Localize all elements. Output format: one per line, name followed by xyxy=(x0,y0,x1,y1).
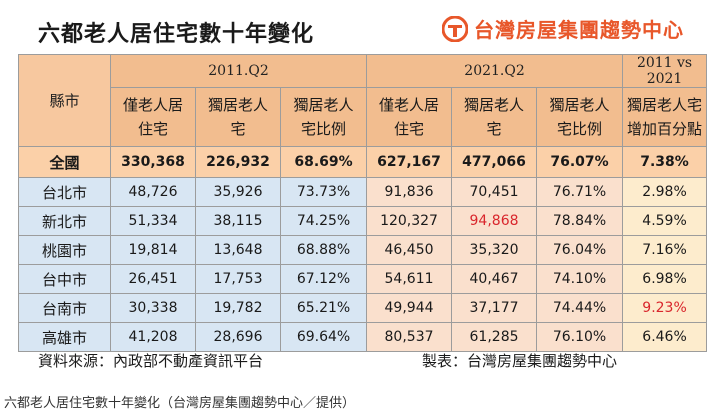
col-alone-2011: 獨居老人宅 xyxy=(195,87,281,147)
image-caption: 六都老人居住宅數十年變化（台灣房屋集團趨勢中心／提供） xyxy=(4,396,356,411)
cell: 54,611 xyxy=(366,264,453,294)
table-row: 桃園市 19,814 13,648 68.88% 46,450 35,320 7… xyxy=(18,235,708,265)
cell: 120,327 xyxy=(366,206,453,236)
page-title: 六都老人居住宅數十年變化 xyxy=(38,22,315,47)
cell: 51,334 xyxy=(110,206,196,236)
cell: 76.10% xyxy=(536,322,624,352)
cell: 67.12% xyxy=(279,264,368,294)
source-note: 資料來源：內政部不動產資訊平台 xyxy=(38,352,264,370)
infographic-card: 六都老人居住宅數十年變化 台灣房屋集團趨勢中心 縣市 2011.Q2 2021.… xyxy=(18,14,708,370)
group-2011-header: 2011.Q2 xyxy=(109,54,368,88)
cell: 17,753 xyxy=(195,264,281,294)
group-2021-header: 2021.Q2 xyxy=(366,54,624,88)
cell: 330,368 xyxy=(110,146,196,178)
cell: 40,467 xyxy=(451,264,538,294)
cell: 7.16% xyxy=(622,235,708,265)
cell: 69.64% xyxy=(279,322,368,352)
cell: 61,285 xyxy=(451,322,538,352)
col-elder-only-2021: 僅老人居 住宅 xyxy=(366,87,453,147)
cell: 38,115 xyxy=(195,206,281,236)
data-table: 縣市 2011.Q2 2021.Q2 2011 vs 2021 僅老人居 住宅 獨… xyxy=(18,54,708,352)
cell: 74.25% xyxy=(279,206,368,236)
cell: 6.46% xyxy=(622,322,708,352)
col-ratio-2011: 獨居老人 宅比例 xyxy=(279,87,368,147)
col-elder-only-2011: 僅老人居 住宅 xyxy=(110,87,196,147)
cell: 37,177 xyxy=(451,293,538,323)
group-compare-header: 2011 vs 2021 xyxy=(622,54,708,88)
col-alone-2021: 獨居老人宅 xyxy=(451,87,538,147)
cell: 477,066 xyxy=(451,146,538,178)
cell: 76.04% xyxy=(536,235,624,265)
cell: 78.84% xyxy=(536,206,624,236)
county-cell: 台北市 xyxy=(18,177,111,207)
maker-note: 製表：台灣房屋集團趨勢中心 xyxy=(422,352,618,370)
cell: 7.38% xyxy=(622,146,708,178)
county-cell: 台南市 xyxy=(18,293,111,323)
cell: 68.88% xyxy=(279,235,368,265)
brand-name: 台灣房屋集團趨勢中心 xyxy=(474,18,684,42)
cell: 28,696 xyxy=(195,322,281,352)
table-row: 高雄市 41,208 28,696 69.64% 80,537 61,285 7… xyxy=(18,322,708,352)
table-row: 台南市 30,338 19,782 65.21% 49,944 37,177 7… xyxy=(18,293,708,323)
cell: 80,537 xyxy=(366,322,453,352)
brand: 台灣房屋集團趨勢中心 xyxy=(442,14,684,43)
cell: 13,648 xyxy=(195,235,281,265)
cell: 4.59% xyxy=(622,206,708,236)
col-compare: 獨居老人宅 增加百分點 xyxy=(622,87,708,147)
cell: 226,932 xyxy=(195,146,281,178)
cell: 65.21% xyxy=(279,293,368,323)
cell: 76.71% xyxy=(536,177,624,207)
table-row: 台中市 26,451 17,753 67.12% 54,611 40,467 7… xyxy=(18,264,708,294)
taiwan-house-logo-icon xyxy=(442,15,468,42)
cell: 73.73% xyxy=(279,177,368,207)
cell: 19,782 xyxy=(195,293,281,323)
table-row: 全國 330,368 226,932 68.69% 627,167 477,06… xyxy=(18,146,708,178)
cell: 76.07% xyxy=(536,146,624,178)
cell: 49,944 xyxy=(366,293,453,323)
highlighted-cell: 9.23% xyxy=(622,293,708,323)
cell: 91,836 xyxy=(366,177,453,207)
county-header: 縣市 xyxy=(18,54,111,147)
cell: 35,320 xyxy=(451,235,538,265)
cell: 35,926 xyxy=(195,177,281,207)
cell: 41,208 xyxy=(110,322,196,352)
county-cell: 桃園市 xyxy=(18,235,111,265)
table-row: 台北市 48,726 35,926 73.73% 91,836 70,451 7… xyxy=(18,177,708,207)
cell: 48,726 xyxy=(110,177,196,207)
col-ratio-2021: 獨居老人 宅比例 xyxy=(536,87,624,147)
county-cell: 全國 xyxy=(18,146,111,178)
table-row: 新北市 51,334 38,115 74.25% 120,327 94,868 … xyxy=(18,206,708,236)
cell: 74.44% xyxy=(536,293,624,323)
cell: 74.10% xyxy=(536,264,624,294)
cell: 2.98% xyxy=(622,177,708,207)
cell: 70,451 xyxy=(451,177,538,207)
cell: 68.69% xyxy=(279,146,368,178)
cell: 30,338 xyxy=(110,293,196,323)
county-cell: 台中市 xyxy=(18,264,111,294)
cell: 6.98% xyxy=(622,264,708,294)
cell: 26,451 xyxy=(110,264,196,294)
cell: 46,450 xyxy=(366,235,453,265)
county-cell: 新北市 xyxy=(18,206,111,236)
cell: 19,814 xyxy=(110,235,196,265)
county-cell: 高雄市 xyxy=(18,322,111,352)
highlighted-cell: 94,868 xyxy=(451,206,538,236)
cell: 627,167 xyxy=(366,146,453,178)
